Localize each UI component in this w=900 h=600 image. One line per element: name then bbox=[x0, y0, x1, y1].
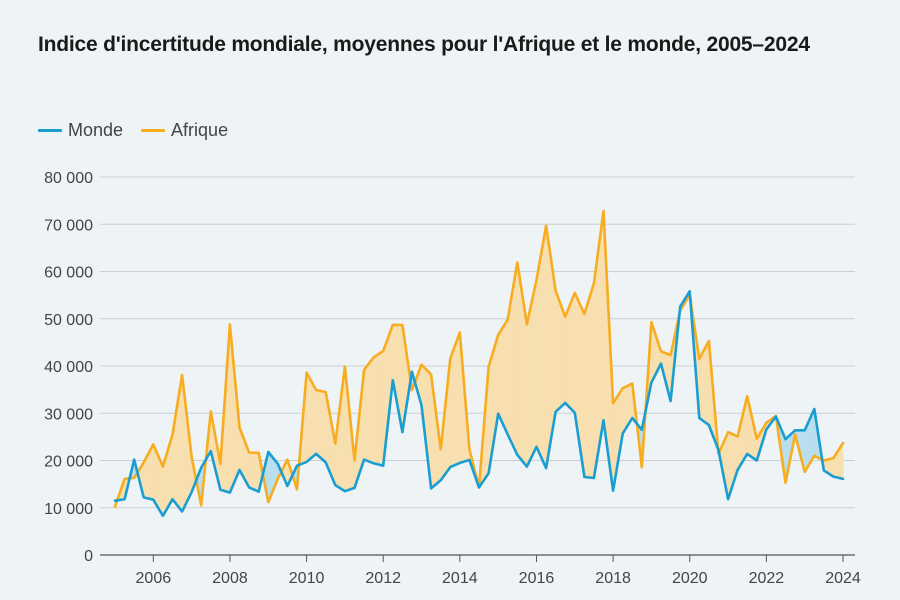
difference-area bbox=[172, 374, 183, 513]
y-tick-label: 60 000 bbox=[44, 265, 93, 282]
series-lines bbox=[113, 209, 845, 518]
x-tick-label: 2008 bbox=[212, 570, 248, 587]
difference-area bbox=[315, 389, 327, 464]
difference-area bbox=[727, 431, 738, 500]
x-tick-label: 2024 bbox=[825, 570, 861, 587]
x-tick-label: 2018 bbox=[595, 570, 631, 587]
legend-label-monde: Monde bbox=[68, 120, 124, 140]
y-tick-label: 20 000 bbox=[44, 454, 93, 471]
series-line-monde bbox=[113, 289, 845, 518]
chart-legend: Monde Afrique bbox=[38, 120, 228, 141]
y-axis-ticks: 0 10 000 20 000 30 000 40 000 50 000 60 000 70 … bbox=[44, 170, 93, 565]
difference-area bbox=[536, 225, 547, 469]
y-tick-label: 30 000 bbox=[44, 406, 93, 423]
x-tick-label: 2020 bbox=[672, 570, 708, 587]
x-tick-label: 2022 bbox=[749, 570, 785, 587]
difference-area bbox=[488, 334, 499, 474]
grid-lines bbox=[100, 176, 855, 556]
x-tick-label: 2010 bbox=[289, 570, 325, 587]
difference-area bbox=[373, 350, 384, 467]
x-tick-label: 2016 bbox=[519, 570, 555, 587]
legend-item-afrique: Afrique bbox=[141, 120, 228, 141]
difference-areas bbox=[114, 210, 844, 517]
y-tick-label: 80 000 bbox=[44, 170, 93, 187]
legend-swatch-afrique bbox=[141, 129, 166, 132]
y-tick-label: 0 bbox=[84, 548, 93, 565]
chart-title: Indice d'incertitude mondiale, moyennes … bbox=[38, 33, 810, 56]
x-tick-label: 2006 bbox=[136, 570, 172, 587]
x-axis-ticks: 2006 2008 2010 2012 2014 2016 2018 2020 2022 2024 bbox=[136, 555, 861, 587]
x-tick-label: 2012 bbox=[365, 570, 401, 587]
legend-item-monde: Monde bbox=[38, 120, 123, 141]
y-tick-label: 40 000 bbox=[44, 359, 93, 376]
y-tick-label: 50 000 bbox=[44, 312, 93, 329]
difference-area bbox=[363, 356, 374, 464]
y-tick-label: 10 000 bbox=[44, 501, 93, 518]
x-tick-label: 2014 bbox=[442, 570, 478, 587]
difference-area bbox=[555, 290, 566, 413]
legend-label-afrique: Afrique bbox=[171, 120, 229, 140]
legend-swatch-monde bbox=[38, 129, 62, 132]
difference-area bbox=[392, 324, 403, 433]
y-tick-label: 70 000 bbox=[44, 217, 93, 234]
difference-area bbox=[248, 452, 259, 493]
